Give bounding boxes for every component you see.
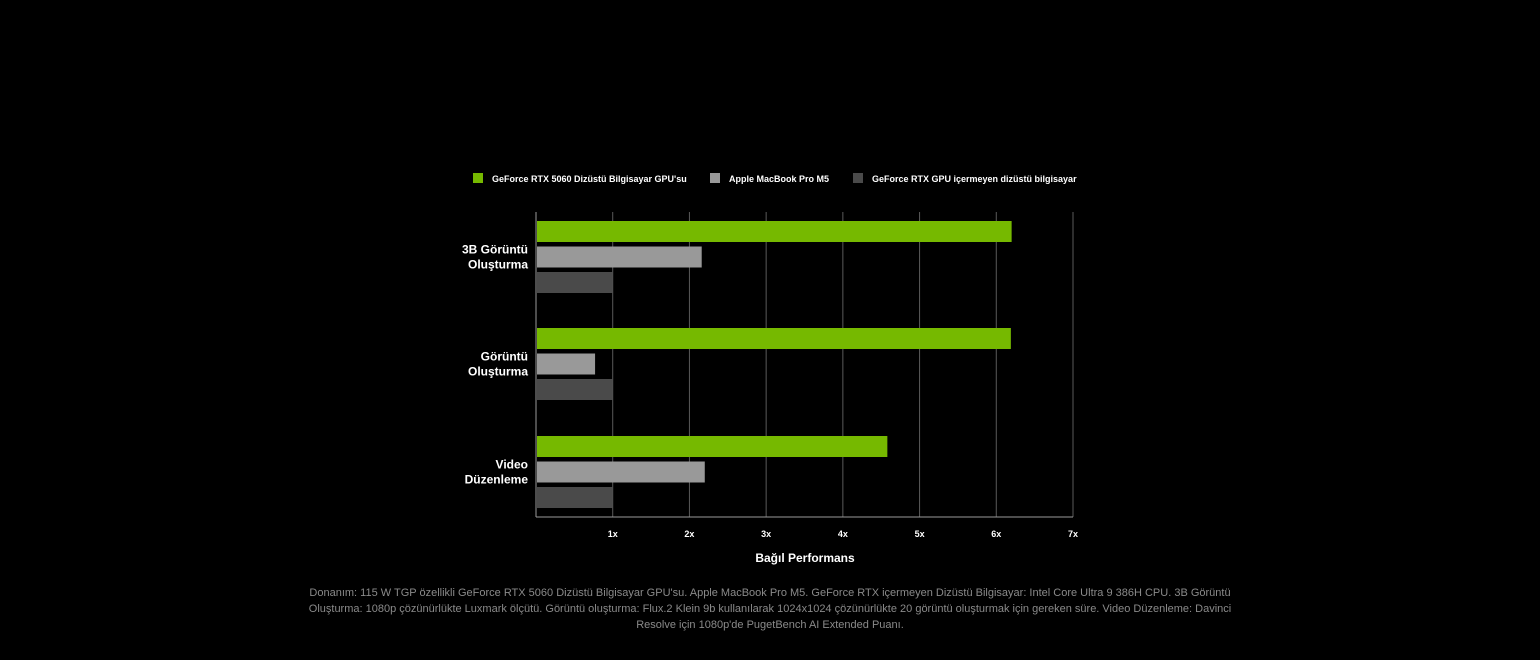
- bar: [537, 328, 1011, 349]
- bar: [537, 379, 613, 400]
- legend-label: GeForce RTX GPU içermeyen dizüstü bilgis…: [872, 174, 1077, 184]
- bar: [537, 221, 1012, 242]
- footnote: Donanım: 115 W TGP özellikli GeForce RTX…: [308, 587, 1232, 631]
- legend-swatch: [473, 173, 483, 183]
- category-label: Görüntü: [481, 350, 528, 364]
- bar: [537, 272, 613, 293]
- x-axis-label: Bağıl Performans: [755, 551, 855, 565]
- performance-chart: GeForce RTX 5060 Dizüstü Bilgisayar GPU'…: [462, 173, 1078, 565]
- x-tick-label: 1x: [608, 529, 618, 539]
- bar: [537, 487, 613, 508]
- x-tick-label: 4x: [838, 529, 848, 539]
- bar: [537, 436, 888, 457]
- x-tick-label: 5x: [915, 529, 925, 539]
- legend-swatch: [710, 173, 720, 183]
- category-label: Video: [496, 458, 528, 472]
- x-tick-label: 7x: [1068, 529, 1078, 539]
- legend-swatch: [853, 173, 863, 183]
- x-tick-label: 2x: [684, 529, 694, 539]
- category-label: Düzenleme: [465, 473, 529, 487]
- x-tick-label: 6x: [991, 529, 1001, 539]
- x-tick-label: 3x: [761, 529, 771, 539]
- category-label: Oluşturma: [468, 365, 528, 379]
- legend-label: GeForce RTX 5060 Dizüstü Bilgisayar GPU'…: [492, 174, 687, 184]
- bar: [537, 461, 705, 483]
- bar: [537, 353, 596, 375]
- bar: [537, 246, 702, 268]
- category-label: Oluşturma: [468, 258, 528, 272]
- chart-svg: GeForce RTX 5060 Dizüstü Bilgisayar GPU'…: [462, 173, 1078, 565]
- category-label: 3B Görüntü: [462, 243, 528, 257]
- legend-label: Apple MacBook Pro M5: [729, 174, 829, 184]
